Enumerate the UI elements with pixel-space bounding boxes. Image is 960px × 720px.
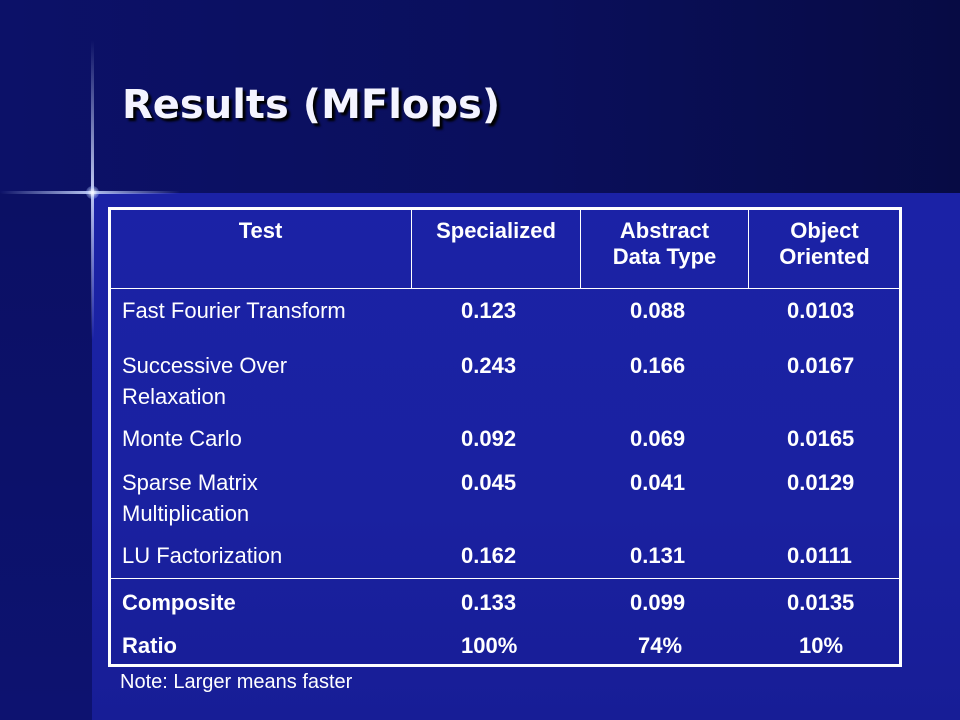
value-specialized: 0.133 — [461, 590, 517, 615]
background-main-panel — [92, 193, 960, 720]
value-abstract-data-type: 0.166 — [630, 353, 686, 378]
value-specialized: 0.243 — [461, 353, 517, 378]
value-abstract-data-type: 0.041 — [630, 470, 686, 495]
row-label: Sparse Matrix — [122, 470, 258, 495]
header-test: Test — [238, 218, 283, 243]
footnote: Note: Larger means faster — [120, 671, 353, 693]
row-label-continued: Multiplication — [122, 501, 250, 526]
header-specialized: Specialized — [436, 218, 556, 243]
value-specialized: 0.092 — [461, 426, 517, 451]
row-label: LU Factorization — [122, 543, 283, 568]
light-flare-center — [86, 186, 99, 199]
value-object-oriented: 0.0111 — [787, 543, 852, 568]
background-top-band — [0, 0, 960, 193]
header-divider-1 — [411, 207, 412, 289]
value-abstract-data-type: 74% — [638, 633, 683, 658]
value-abstract-data-type: 0.069 — [630, 426, 686, 451]
row-label: Fast Fourier Transform — [122, 298, 346, 323]
row-label: Monte Carlo — [122, 426, 242, 451]
summary-rule — [108, 578, 902, 579]
header-divider-2 — [580, 207, 581, 289]
header-object-oriented: Object Oriented — [779, 218, 870, 269]
header-rule — [108, 288, 902, 289]
results-table — [108, 207, 902, 667]
row-label-continued: Relaxation — [122, 384, 226, 409]
value-object-oriented: 0.0129 — [787, 470, 855, 495]
value-specialized: 0.123 — [461, 298, 517, 323]
value-object-oriented: 0.0165 — [787, 426, 855, 451]
value-abstract-data-type: 0.131 — [630, 543, 686, 568]
value-specialized: 100% — [461, 633, 518, 658]
background-left-band — [0, 193, 92, 720]
value-object-oriented: 10% — [799, 633, 844, 658]
value-object-oriented: 0.0103 — [787, 298, 855, 323]
value-object-oriented: 0.0135 — [787, 590, 855, 615]
header-divider-3 — [748, 207, 749, 289]
value-object-oriented: 0.0167 — [787, 353, 855, 378]
value-specialized: 0.045 — [461, 470, 517, 495]
value-specialized: 0.162 — [461, 543, 517, 568]
header-abstract-data-type: Abstract Data Type — [612, 218, 717, 269]
slide-title: Results (MFlops) — [122, 82, 501, 128]
value-abstract-data-type: 0.088 — [630, 298, 686, 323]
summary-label: Composite — [122, 590, 236, 615]
summary-label: Ratio — [122, 633, 177, 658]
row-label: Successive Over — [122, 353, 288, 378]
value-abstract-data-type: 0.099 — [630, 590, 686, 615]
